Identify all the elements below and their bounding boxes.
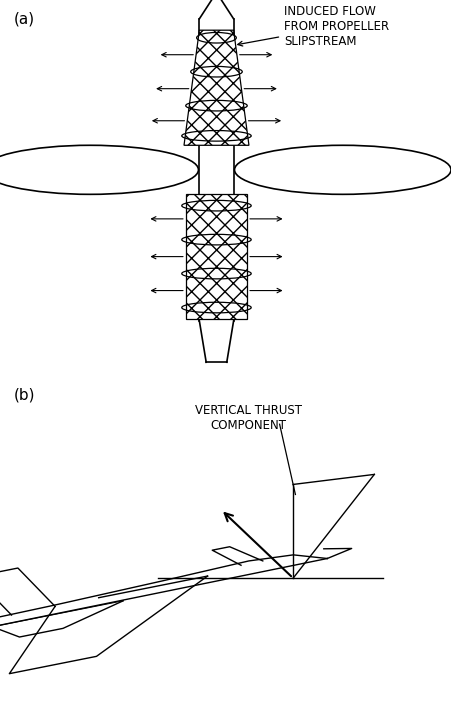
Text: (b): (b): [14, 387, 35, 402]
Polygon shape: [186, 194, 247, 319]
Text: (a): (a): [14, 11, 35, 26]
Text: VERTICAL THRUST
COMPONENT: VERTICAL THRUST COMPONENT: [194, 404, 302, 432]
Text: INDUCED FLOW
FROM PROPELLER
SLIPSTREAM: INDUCED FLOW FROM PROPELLER SLIPSTREAM: [238, 5, 389, 48]
Polygon shape: [184, 30, 249, 145]
